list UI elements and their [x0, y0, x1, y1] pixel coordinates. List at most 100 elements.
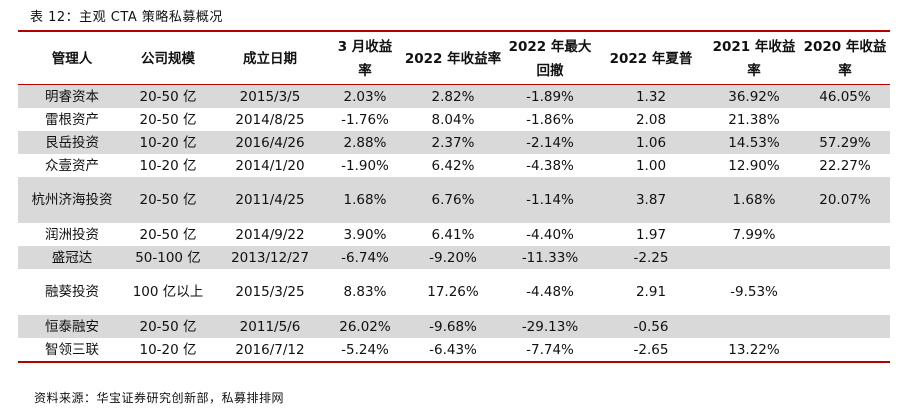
manager-name-cell: 艮岳投资: [18, 131, 126, 154]
table-cell: 2015/3/5: [210, 84, 330, 108]
table-cell: 2.37%: [400, 131, 506, 154]
header-row: 管理人 公司规模 成立日期 3 月收益率 2022 年收益率 2022 年最大回撤 2022…: [18, 33, 890, 85]
table-cell: 20-50 亿: [126, 177, 210, 223]
table-cell: -2.25: [594, 246, 708, 269]
table-cell: 22.27%: [819, 157, 871, 174]
table-row: 恒泰融安 20-50 亿 2011/5/6 26.02% -9.68% -29.13% -0…: [18, 315, 890, 338]
table-cell: 12.90%: [728, 157, 780, 174]
table-row: 杭州济海投资 20-50 亿 2011/4/25 1.68% 6.76% -1.14% 3.…: [18, 177, 890, 223]
table-cell: 20-50 亿: [126, 84, 210, 108]
manager-name-cell: 融葵投资: [45, 284, 99, 300]
table-cell: 8.04%: [431, 111, 475, 128]
table-cell: 21.38%: [728, 111, 780, 128]
manager-name-cell: 盛冠达: [18, 246, 126, 269]
table-cell: 2014/9/22: [235, 226, 305, 243]
table-cell: -2.14%: [506, 131, 594, 154]
table-row: 润洲投资 20-50 亿 2014/9/22 3.90% 6.41% -4.40% 1.97…: [18, 223, 890, 246]
table-cell: [800, 246, 890, 269]
table-cell: -1.90%: [341, 157, 389, 174]
table-cell: -9.68%: [400, 315, 506, 338]
table-cell: 20-50 亿: [126, 315, 210, 338]
table-cell: -29.13%: [506, 315, 594, 338]
table-cell: 2016/7/12: [210, 338, 330, 363]
table-cell: -2.65: [594, 338, 708, 363]
table-cell: 57.29%: [800, 131, 890, 154]
column-header: 管理人: [18, 33, 126, 85]
table-title: 表 12：主观 CTA 策略私募概况: [30, 10, 223, 25]
column-header: 2022 年最大回撤: [506, 33, 594, 85]
table-row: 艮岳投资 10-20 亿 2016/4/26 2.88% 2.37% -2.14% 1.06…: [18, 131, 890, 154]
table-cell: -9.20%: [400, 246, 506, 269]
table-cell: 1.00: [635, 157, 667, 174]
table-cell: 2.03%: [330, 84, 400, 108]
column-header: 成立日期: [210, 33, 330, 85]
table-cell: 36.92%: [708, 84, 800, 108]
table-cell: -4.38%: [526, 157, 574, 174]
table-cell: 2014/1/20: [235, 157, 305, 174]
table-cell: -6.43%: [400, 338, 506, 363]
table-cell: 3.90%: [343, 226, 387, 243]
table-cell: 46.05%: [800, 84, 890, 108]
table-cell: 1.68%: [708, 177, 800, 223]
column-header: 3 月收益率: [330, 33, 400, 85]
table-cell: 8.83%: [343, 284, 387, 300]
table-cell: [800, 269, 890, 315]
column-header: 2020 年收益率: [800, 33, 890, 85]
manager-name-cell: 智领三联: [18, 338, 126, 363]
table-row: 雷根资产 20-50 亿 2014/8/25 -1.76% 8.04% -1.86% 2.0…: [18, 108, 890, 131]
table-cell: -4.48%: [526, 284, 574, 300]
table-cell: 2011/4/25: [210, 177, 330, 223]
table-cell: 13.22%: [708, 338, 800, 363]
table-cell: -5.24%: [330, 338, 400, 363]
table-cell: [800, 338, 890, 363]
manager-name-cell: 杭州济海投资: [18, 177, 126, 223]
table-cell: 10-20 亿: [139, 157, 197, 174]
table-body: 明睿资本 20-50 亿 2015/3/5 2.03% 2.82% -1.89% 1.32 3…: [18, 84, 890, 363]
table-cell: [708, 246, 800, 269]
table-cell: 2.82%: [400, 84, 506, 108]
table-cell: 2016/4/26: [210, 131, 330, 154]
manager-name-cell: 众壹资产: [45, 157, 99, 174]
table-cell: 20-50 亿: [139, 226, 197, 243]
table-cell: -1.76%: [341, 111, 389, 128]
table-cell: 2015/3/25: [235, 284, 305, 300]
manager-name-cell: 恒泰融安: [18, 315, 126, 338]
table-cell: -4.40%: [526, 226, 574, 243]
table-cell: 17.26%: [427, 284, 479, 300]
table-row: 盛冠达 50-100 亿 2013/12/27 -6.74% -9.20% -11.33%…: [18, 246, 890, 269]
table-row: 智领三联 10-20 亿 2016/7/12 -5.24% -6.43% -7.74% -2…: [18, 338, 890, 363]
table-cell: -6.74%: [330, 246, 400, 269]
table-cell: 14.53%: [708, 131, 800, 154]
manager-name-cell: 明睿资本: [18, 84, 126, 108]
table-row: 众壹资产 10-20 亿 2014/1/20 -1.90% 6.42% -4.38% 1.0…: [18, 154, 890, 177]
table-cell: 1.68%: [330, 177, 400, 223]
table-cell: 6.76%: [400, 177, 506, 223]
source-note: 资料来源：华宝证券研究创新部，私募排排网: [34, 391, 285, 405]
table-cell: 100 亿以上: [132, 284, 204, 300]
table-cell: -7.74%: [506, 338, 594, 363]
table-cell: -11.33%: [506, 246, 594, 269]
table-cell: 6.41%: [431, 226, 475, 243]
column-header: 公司规模: [126, 33, 210, 85]
table-cell: 2.91: [635, 284, 667, 300]
table-cell: [708, 315, 800, 338]
table-row: 明睿资本 20-50 亿 2015/3/5 2.03% 2.82% -1.89% 1.32 3…: [18, 84, 890, 108]
table-cell: -1.89%: [506, 84, 594, 108]
table-cell: 2.08: [635, 111, 667, 128]
table-cell: 2013/12/27: [210, 246, 330, 269]
table-cell: 20.07%: [800, 177, 890, 223]
table-cell: 10-20 亿: [126, 338, 210, 363]
table-cell: 1.97: [635, 226, 667, 243]
table-cell: 20-50 亿: [139, 111, 197, 128]
table-row: 融葵投资 100 亿以上 2015/3/25 8.83% 17.26% -4.48% 2.9…: [18, 269, 890, 315]
table-cell: [800, 315, 890, 338]
table-cell: 3.87: [594, 177, 708, 223]
cta-fund-table: 管理人 公司规模 成立日期 3 月收益率 2022 年收益率 2022 年最大回撤 2022…: [18, 33, 890, 363]
manager-name-cell: 润洲投资: [45, 226, 99, 243]
table-cell: -1.86%: [526, 111, 574, 128]
column-header: 2022 年收益率: [400, 33, 506, 85]
table-cell: -9.53%: [730, 284, 778, 300]
table-cell: -0.56: [594, 315, 708, 338]
table-cell: [800, 108, 890, 131]
table-cell: 2014/8/25: [235, 111, 305, 128]
